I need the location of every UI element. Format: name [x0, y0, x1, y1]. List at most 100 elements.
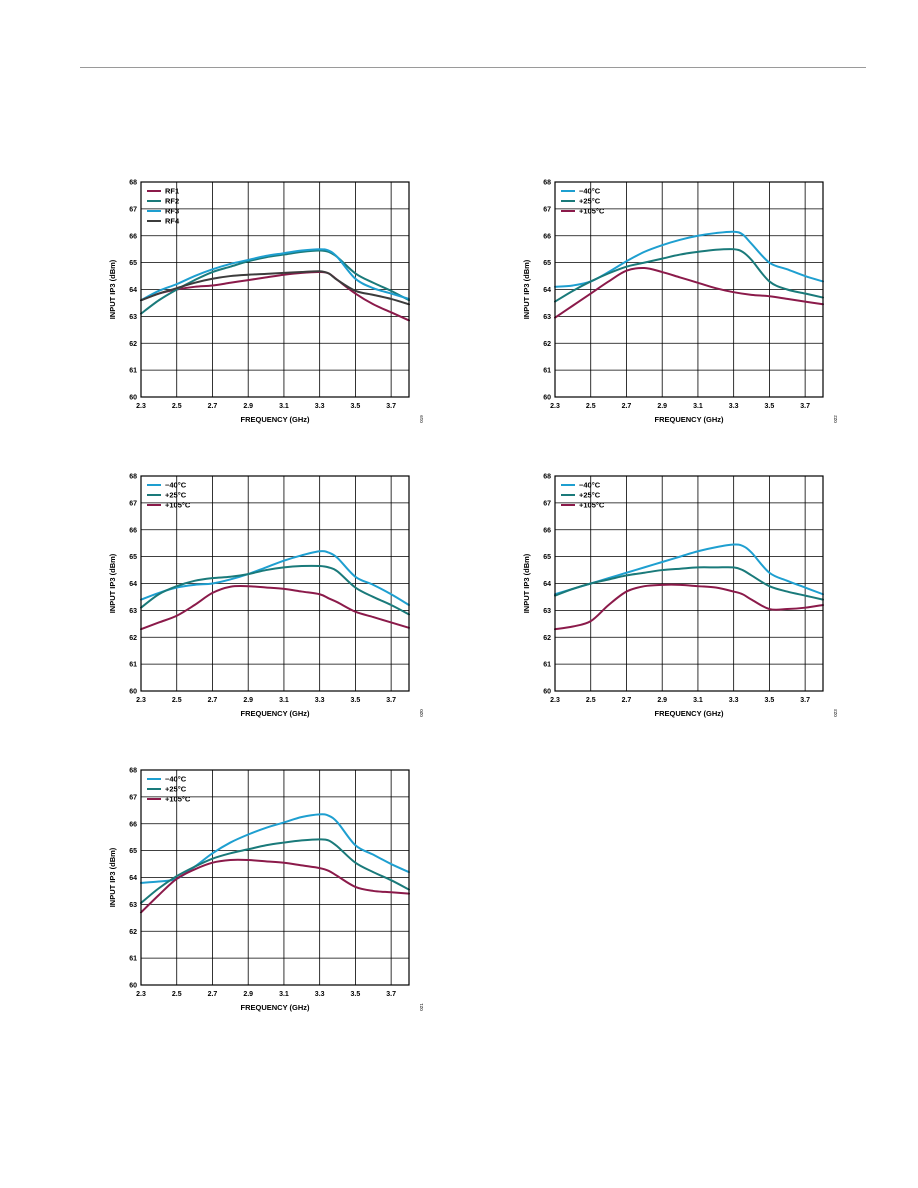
- series-line: [140, 249, 410, 315]
- y-tick-label: 62: [129, 929, 137, 936]
- chart-panel-temperature-c: −40°C +25°C +105°C 60 61 62 63 64 65 66 67 68 2.3 2.5…: [499, 462, 839, 726]
- series-line: [554, 566, 824, 601]
- x-tick-label: 3.3: [729, 697, 739, 704]
- x-tick-label: 3.5: [351, 697, 361, 704]
- x-tick-label: 2.3: [136, 697, 146, 704]
- x-tick-label: 2.7: [208, 697, 218, 704]
- figure-code: 019: [419, 415, 424, 423]
- header-rule: [80, 67, 866, 68]
- x-axis-title: FREQUENCY (GHz): [654, 709, 724, 718]
- x-tick-label: 3.5: [765, 697, 775, 704]
- legend-label: RF1: [165, 187, 179, 196]
- x-tick-label: 2.9: [657, 403, 667, 410]
- series-line: [140, 271, 410, 322]
- series-line: [140, 564, 410, 616]
- x-tick-label: 3.7: [386, 403, 396, 410]
- x-tick-label: 3.7: [800, 697, 810, 704]
- x-tick-label: 2.7: [208, 403, 218, 410]
- y-tick-label: 60: [543, 689, 551, 696]
- x-tick-label: 3.7: [386, 991, 396, 998]
- x-tick-label: 2.9: [243, 697, 253, 704]
- chart-svg: −40°C+25°C+105°C 60 61 62 63 64 65 66 67 68 2.3 2.5…: [522, 474, 838, 719]
- x-tick-label: 3.3: [315, 403, 325, 410]
- legend-label: −40°C: [579, 481, 601, 490]
- x-tick-label: 3.1: [279, 991, 289, 998]
- y-tick-label: 66: [543, 527, 551, 534]
- chart-panel-temperature-d: −40°C +25°C +105°C 60 61 62 63 64 65 66 67 68 2.3 2.5…: [85, 756, 425, 1020]
- x-tick-label: 3.5: [351, 991, 361, 998]
- y-tick-label: 61: [129, 368, 137, 375]
- x-tick-label: 2.7: [622, 697, 632, 704]
- x-tick-label: 2.7: [622, 403, 632, 410]
- x-tick-label: 2.5: [172, 697, 182, 704]
- y-tick-label: 64: [129, 581, 137, 588]
- plot-frame: [140, 181, 410, 398]
- y-tick-label: 67: [129, 500, 137, 507]
- x-tick-label: 2.9: [243, 991, 253, 998]
- x-axis-title: FREQUENCY (GHz): [240, 415, 310, 424]
- legend-label: −40°C: [165, 481, 187, 490]
- x-tick-label: 3.3: [315, 697, 325, 704]
- plot-frame: [554, 181, 824, 398]
- y-tick-label: 60: [543, 395, 551, 402]
- y-tick-label: 66: [129, 233, 137, 240]
- x-tick-label: 2.5: [586, 403, 596, 410]
- x-tick-label: 2.7: [208, 991, 218, 998]
- x-tick-label: 2.3: [136, 403, 146, 410]
- y-tick-label: 68: [129, 768, 137, 775]
- legend-label: −40°C: [165, 775, 187, 784]
- y-tick-label: 63: [129, 902, 137, 909]
- y-tick-label: 67: [129, 794, 137, 801]
- series-line: [140, 813, 410, 884]
- y-tick-label: 60: [129, 983, 137, 990]
- y-tick-label: 62: [543, 341, 551, 348]
- legend-label: +25°C: [165, 785, 187, 794]
- chart-panel-rf-ports: RF1 RF2 RF3 RF4 60 61 62 63 64 65 66 67 68 2.3 2.5 2.7 2…: [85, 168, 425, 432]
- x-axis-title: FREQUENCY (GHz): [654, 415, 724, 424]
- chart-panel-temperature-a: −40°C +25°C +105°C 60 61 62 63 64 65 66 67 68 2.3 2.5…: [499, 168, 839, 432]
- y-tick-label: 63: [543, 314, 551, 321]
- y-tick-label: 61: [129, 956, 137, 963]
- y-tick-label: 60: [129, 395, 137, 402]
- figure-code: 021: [419, 1003, 424, 1011]
- legend-label: RF3: [165, 207, 179, 216]
- legend-label: +105°C: [165, 795, 191, 804]
- y-axis-title: INPUT IP3 (dBm): [522, 259, 531, 319]
- figure-code: 022: [833, 415, 838, 423]
- legend-label: +105°C: [579, 207, 605, 216]
- series-line: [140, 270, 410, 306]
- y-tick-label: 60: [129, 689, 137, 696]
- y-tick-label: 68: [129, 474, 137, 481]
- x-tick-label: 3.7: [386, 697, 396, 704]
- plot-frame: [554, 475, 824, 692]
- x-tick-label: 3.1: [279, 697, 289, 704]
- chart-svg: −40°C+25°C+105°C 60 61 62 63 64 65 66 67 68 2.3 2.5…: [522, 180, 838, 425]
- x-tick-label: 3.3: [729, 403, 739, 410]
- legend-label: +105°C: [165, 501, 191, 510]
- y-tick-label: 63: [129, 314, 137, 321]
- x-tick-label: 3.1: [279, 403, 289, 410]
- legend-label: −40°C: [579, 187, 601, 196]
- x-tick-label: 2.3: [550, 697, 560, 704]
- y-tick-label: 63: [129, 608, 137, 615]
- chart-panel-temperature-b: −40°C +25°C +105°C 60 61 62 63 64 65 66 67 68 2.3 2.5…: [85, 462, 425, 726]
- y-tick-label: 61: [543, 368, 551, 375]
- y-tick-label: 65: [543, 260, 551, 267]
- series-line: [140, 858, 410, 914]
- y-tick-label: 62: [129, 635, 137, 642]
- series-line: [140, 550, 410, 606]
- x-tick-label: 2.3: [550, 403, 560, 410]
- y-tick-label: 65: [129, 260, 137, 267]
- y-tick-label: 64: [543, 287, 551, 294]
- legend-label: +25°C: [165, 491, 187, 500]
- series-line: [140, 584, 410, 631]
- y-tick-label: 61: [543, 662, 551, 669]
- series-line: [140, 838, 410, 905]
- x-tick-label: 2.3: [136, 991, 146, 998]
- series-line: [554, 266, 824, 319]
- figure-code: 023: [833, 709, 838, 717]
- y-tick-label: 64: [129, 875, 137, 882]
- series-line: [554, 543, 824, 596]
- y-axis-title: INPUT IP3 (dBm): [108, 847, 117, 907]
